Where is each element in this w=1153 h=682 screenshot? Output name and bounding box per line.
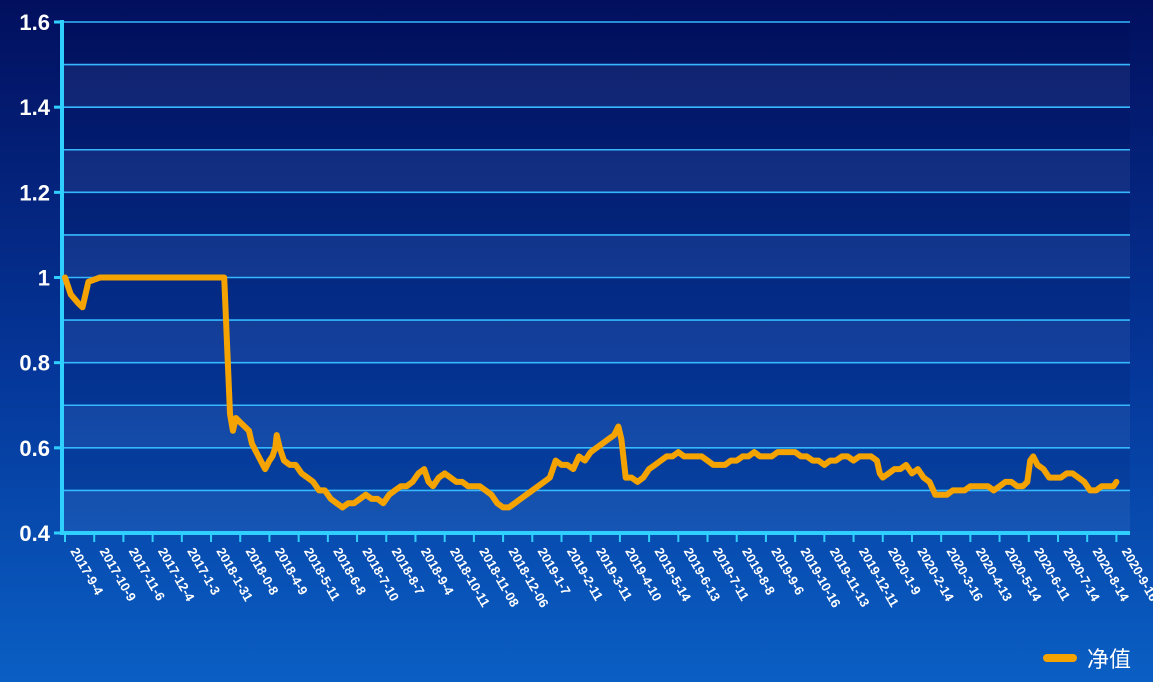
y-tick-label: 1.2 [19,180,50,205]
plot-band [62,362,1130,406]
plot-bands [62,22,1130,533]
legend-label: 净值 [1086,648,1131,673]
plot-band [62,320,1130,363]
gridlines [62,21,1130,492]
plot-band [62,149,1130,193]
plot-band [62,22,1130,65]
y-tick-label: 0.8 [19,351,50,376]
plot-band [62,447,1130,491]
y-tick-label: 1.6 [19,10,50,35]
y-tick-label: 1.4 [19,95,50,120]
plot-band [62,192,1130,235]
plot-band [62,277,1130,321]
legend: 净值 [1042,642,1131,674]
plot-band [62,64,1130,108]
plot-band [62,107,1130,150]
y-tick-label: 0.4 [19,521,50,546]
series-layer [62,274,1120,511]
plot-band [62,405,1130,448]
series-line-net-value [62,274,1120,511]
y-tick-label: 0.6 [19,436,50,461]
y-tick-label: 1 [38,266,50,291]
plot-band [62,234,1130,278]
x-tick-labels: 2017-9-42017-10-92017-11-62017-12-42017-… [67,545,1153,610]
plot-band [62,490,1130,533]
y-tick-labels: 0.4 0.6 0.8 1 1.2 1.4 1.6 [19,10,50,546]
legend-swatch [1042,654,1077,662]
